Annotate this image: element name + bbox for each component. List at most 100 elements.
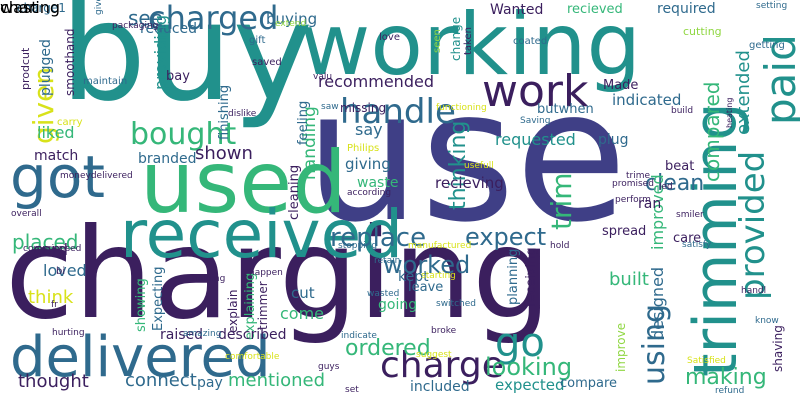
word: bay xyxy=(166,69,190,84)
word: improve xyxy=(614,322,628,372)
word: handl xyxy=(741,286,767,296)
word: Philips xyxy=(347,143,380,154)
word: promised xyxy=(612,179,654,189)
word: connect xyxy=(125,370,197,391)
word: saw xyxy=(321,102,339,112)
word: smiler xyxy=(676,210,704,220)
word: use xyxy=(305,50,628,262)
word: showing xyxy=(134,278,149,332)
word: hurting xyxy=(52,328,85,338)
word: plugged xyxy=(38,39,54,96)
word: compared xyxy=(700,81,724,182)
word: worked xyxy=(383,251,471,279)
word: designed xyxy=(648,266,667,340)
word: described xyxy=(218,327,287,343)
word: hold xyxy=(550,241,570,251)
word: cord xyxy=(33,240,69,259)
word: maintain xyxy=(83,76,128,87)
word: happen xyxy=(249,268,283,278)
word: included xyxy=(410,379,470,395)
word: holding xyxy=(192,274,226,284)
word: charge1 xyxy=(17,1,66,15)
word: requested xyxy=(495,130,576,149)
word: prodcut xyxy=(19,47,32,90)
word: giving xyxy=(345,155,391,173)
word: trim xyxy=(545,172,578,230)
word: beat xyxy=(665,159,695,174)
word: smoothand xyxy=(63,28,77,96)
word: bi xyxy=(56,266,66,277)
word: raised xyxy=(160,327,204,343)
word: buying xyxy=(266,10,318,28)
word: moneydelivered xyxy=(60,171,133,181)
word: coated xyxy=(513,36,548,47)
word: shown xyxy=(195,143,253,164)
word: Satisfied xyxy=(687,356,726,366)
word: recieved xyxy=(567,2,623,17)
word: working xyxy=(300,0,642,95)
word: gift xyxy=(249,35,266,46)
word: provided xyxy=(733,150,773,300)
word: branded xyxy=(138,151,197,167)
word: charging xyxy=(5,202,552,347)
word: give xyxy=(94,0,104,15)
word: setting xyxy=(756,1,788,11)
word: heating xyxy=(725,97,734,128)
word: change xyxy=(449,16,463,61)
word: kept xyxy=(398,269,429,285)
word: built xyxy=(609,269,649,290)
word: functioning xyxy=(436,103,487,113)
word: cut xyxy=(291,284,315,302)
word: loved xyxy=(43,261,87,280)
word: recommended xyxy=(318,72,434,91)
word: indicated xyxy=(612,91,682,109)
word: usefull xyxy=(464,161,494,171)
word: plug xyxy=(598,132,629,148)
word: overall xyxy=(11,209,42,219)
word: trime xyxy=(626,171,651,181)
word: think xyxy=(28,287,74,308)
word: carry xyxy=(57,117,83,128)
word: taken xyxy=(463,27,474,55)
word: satisfy xyxy=(682,240,712,250)
word: charged xyxy=(148,0,279,37)
word: required xyxy=(657,1,716,17)
word: got xyxy=(10,143,106,211)
word: perform xyxy=(615,195,651,205)
word: manufactured xyxy=(408,241,472,251)
word: retain xyxy=(374,256,401,266)
word: recieving xyxy=(435,174,504,192)
word: comprimised xyxy=(23,244,82,254)
word: starting xyxy=(421,271,456,281)
word: ordered xyxy=(345,336,431,361)
word: come xyxy=(280,304,325,323)
word: valu xyxy=(313,72,333,82)
word: see xyxy=(128,6,164,30)
word: placed xyxy=(12,230,79,254)
word: led xyxy=(659,182,673,192)
word: shaving xyxy=(771,325,785,372)
word: comfortable xyxy=(225,352,280,362)
word: charge xyxy=(380,345,504,386)
word: extend xyxy=(275,19,307,29)
word: receiving xyxy=(524,247,539,307)
word: Made xyxy=(603,78,639,93)
word: getting xyxy=(749,40,785,51)
word: clean xyxy=(645,171,705,196)
word: planning xyxy=(506,248,521,305)
word: set xyxy=(345,385,359,395)
word: Saving xyxy=(520,116,551,126)
word: bought xyxy=(130,117,237,152)
word: liked xyxy=(37,123,75,142)
word: going xyxy=(378,297,418,313)
word: match xyxy=(34,148,79,164)
word: fr xyxy=(51,300,58,310)
word: spread xyxy=(602,224,647,239)
word: expect xyxy=(465,223,547,251)
word: love xyxy=(379,32,400,43)
word: know xyxy=(755,316,779,326)
word: broke xyxy=(431,326,457,336)
word: refund xyxy=(715,386,745,396)
word: wast xyxy=(0,0,38,17)
word: expected xyxy=(495,376,565,394)
